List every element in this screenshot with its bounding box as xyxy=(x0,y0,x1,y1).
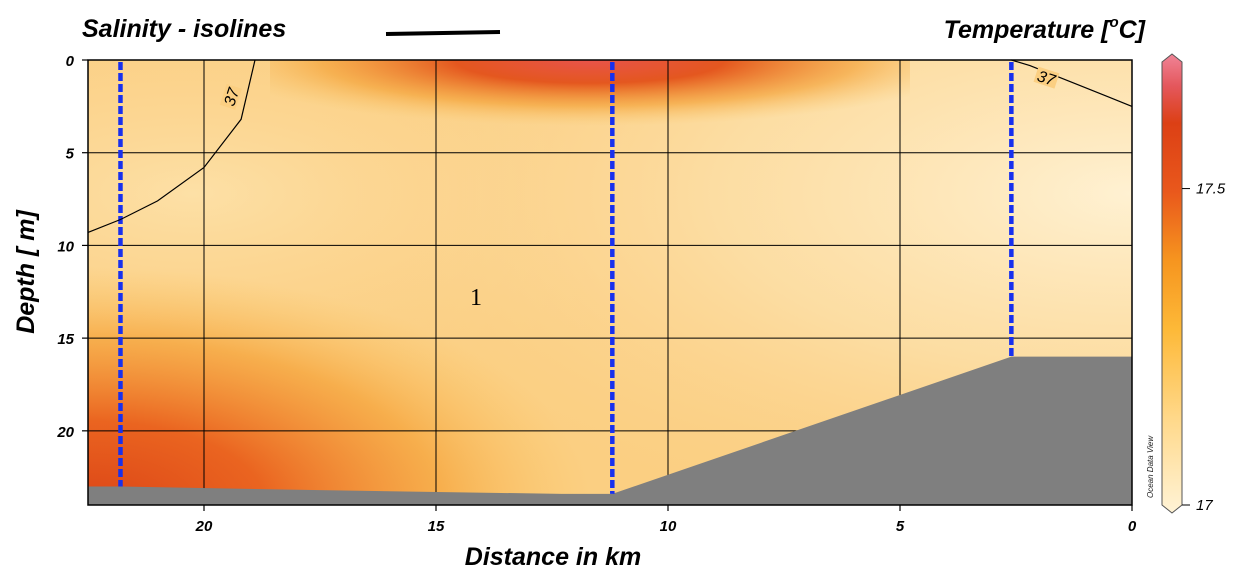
isoline-label-0: 37 xyxy=(221,85,243,108)
colorbar xyxy=(1161,53,1183,514)
isoline-label-1: 37 xyxy=(1035,68,1058,90)
temperature-field xyxy=(88,60,1132,505)
plot-frame xyxy=(87,59,1133,506)
y-axis-ticks: 0 5 10 15 20 xyxy=(56,53,88,441)
colorbar-tick-label-0: 17.5 xyxy=(1196,181,1226,198)
colorbar-ticks: 17.5 17 xyxy=(1182,181,1226,514)
x-tick-label-1: 15 xyxy=(428,518,445,535)
salinity-isolines-title: Salinity - isolines xyxy=(82,15,286,43)
y-tick-label-3: 15 xyxy=(57,331,74,348)
isoline-label-bg-1 xyxy=(1033,66,1060,89)
seafloor-bottom xyxy=(88,356,1132,505)
salinity-isolines: 37 37 xyxy=(87,59,1133,233)
ocean-data-view-credit: Ocean Data View xyxy=(1146,435,1155,498)
region-annotation: 1 xyxy=(470,285,482,311)
x-axis-ticks: 20 15 10 5 0 xyxy=(195,505,1137,535)
isoline-1 xyxy=(1011,59,1133,107)
y-axis-label: Depth [ m] xyxy=(12,209,40,334)
y-tick-label-2: 10 xyxy=(57,238,74,255)
station-lines xyxy=(118,62,1014,494)
x-tick-label-2: 10 xyxy=(660,518,677,535)
isoline-0 xyxy=(87,59,256,233)
x-tick-label-0: 20 xyxy=(195,518,213,535)
x-tick-label-4: 0 xyxy=(1128,518,1137,535)
y-tick-label-1: 5 xyxy=(66,146,75,163)
isoline-label-bg-0 xyxy=(219,83,242,110)
x-tick-label-3: 5 xyxy=(896,518,905,535)
isoline-legend-swatch xyxy=(385,30,501,36)
y-tick-label-4: 20 xyxy=(56,424,74,441)
x-axis-label: Distance in km xyxy=(465,543,641,571)
y-tick-label-0: 0 xyxy=(66,53,75,70)
temperature-title: Temperature [oC] xyxy=(944,14,1147,44)
colorbar-tick-label-1: 17 xyxy=(1196,497,1213,514)
